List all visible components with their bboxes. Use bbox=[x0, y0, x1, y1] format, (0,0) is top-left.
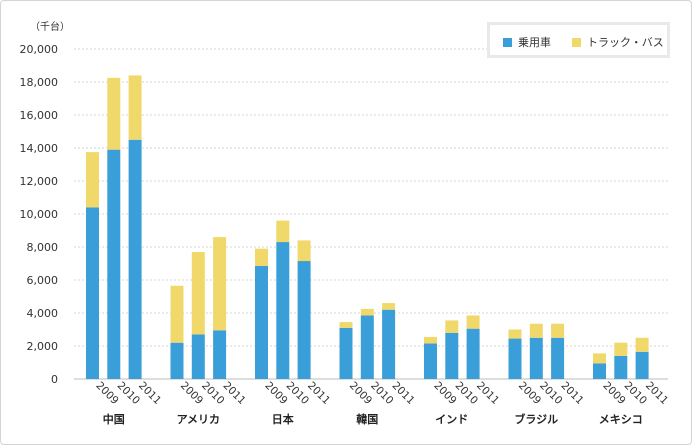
x-country-label: メキシコ bbox=[599, 413, 643, 426]
x-year-label: 2010 bbox=[622, 380, 649, 407]
y-tick-label: 2,000 bbox=[27, 340, 59, 353]
x-year-label: 2011 bbox=[220, 380, 247, 407]
bar-passenger bbox=[508, 338, 522, 379]
legend-item-passenger: 乗用車 bbox=[503, 34, 551, 50]
x-country-label: 韓国 bbox=[356, 412, 378, 426]
y-tick-label: 20,000 bbox=[20, 43, 59, 56]
x-country-label: 日本 bbox=[272, 412, 294, 426]
x-country-label: インド bbox=[435, 413, 468, 426]
bar-truck-bus bbox=[360, 308, 374, 316]
x-year-label: 2009 bbox=[93, 380, 120, 407]
bar-passenger bbox=[276, 242, 290, 379]
y-tick-label: 0 bbox=[51, 373, 58, 386]
y-axis-ticks: 0 2,000 4,000 6,000 8,000 10,000 12,000 14,000 1… bbox=[20, 43, 59, 386]
x-year-label: 2011 bbox=[389, 380, 416, 407]
y-tick-label: 14,000 bbox=[20, 142, 59, 155]
legend-label-truck-bus: トラック・バス bbox=[587, 36, 664, 49]
bar-passenger bbox=[297, 261, 311, 379]
bar-passenger bbox=[466, 328, 480, 379]
x-country-label: アメリカ bbox=[177, 413, 220, 426]
legend-item-truck-bus: トラック・バス bbox=[572, 34, 664, 50]
x-year-label: 2009 bbox=[516, 380, 543, 407]
bar-truck-bus bbox=[593, 353, 606, 364]
x-year-label: 2009 bbox=[600, 380, 627, 407]
x-axis-labels: 200920102011中国200920102011アメリカ2009201020… bbox=[93, 380, 670, 426]
bar-truck-bus bbox=[445, 320, 459, 333]
bar-passenger bbox=[213, 330, 227, 379]
bar-passenger bbox=[635, 351, 649, 379]
bars bbox=[86, 75, 649, 379]
bar-passenger bbox=[551, 337, 565, 379]
x-year-label: 2010 bbox=[284, 380, 311, 407]
bar-truck-bus bbox=[191, 251, 205, 335]
y-tick-label: 8,000 bbox=[27, 241, 59, 254]
bar-truck-bus bbox=[170, 285, 184, 343]
bar-truck-bus bbox=[614, 342, 628, 356]
legend-swatch-passenger bbox=[503, 37, 512, 47]
x-year-label: 2010 bbox=[368, 380, 395, 407]
x-country-label: ブラジル bbox=[514, 412, 558, 426]
x-country-label: 中国 bbox=[103, 412, 125, 426]
bar-passenger bbox=[128, 139, 142, 379]
x-year-label: 2011 bbox=[558, 380, 585, 407]
bar-truck-bus bbox=[466, 315, 480, 329]
y-tick-label: 4,000 bbox=[27, 307, 59, 320]
y-unit-label: （千台） bbox=[30, 20, 70, 33]
y-tick-label: 18,000 bbox=[20, 76, 59, 89]
x-year-label: 2011 bbox=[474, 380, 501, 407]
legend-label-passenger: 乗用車 bbox=[518, 36, 551, 49]
bar-truck-bus bbox=[529, 323, 543, 338]
y-tick-label: 6,000 bbox=[27, 274, 59, 287]
bar-passenger bbox=[382, 309, 396, 379]
x-year-label: 2010 bbox=[537, 380, 564, 407]
bar-passenger bbox=[445, 332, 459, 379]
bar-passenger bbox=[424, 343, 437, 379]
bar-truck-bus bbox=[213, 237, 227, 331]
bar-truck-bus bbox=[551, 323, 565, 338]
bar-truck-bus bbox=[297, 240, 311, 262]
bar-truck-bus bbox=[635, 337, 649, 352]
x-year-label: 2010 bbox=[453, 380, 480, 407]
bar-truck-bus bbox=[382, 303, 396, 310]
bar-passenger bbox=[86, 207, 99, 379]
x-year-label: 2009 bbox=[262, 380, 289, 407]
bar-passenger bbox=[255, 265, 268, 379]
x-year-label: 2009 bbox=[431, 380, 458, 407]
bar-passenger bbox=[529, 337, 543, 379]
bar-passenger bbox=[191, 334, 205, 379]
x-year-label: 2011 bbox=[305, 380, 332, 407]
x-year-label: 2009 bbox=[178, 380, 205, 407]
bar-passenger bbox=[614, 355, 628, 379]
bar-truck-bus bbox=[339, 322, 353, 328]
y-tick-label: 16,000 bbox=[20, 109, 59, 122]
bar-passenger bbox=[107, 149, 121, 379]
bar-truck-bus bbox=[508, 329, 522, 339]
x-year-label: 2010 bbox=[115, 380, 142, 407]
x-year-label: 2011 bbox=[136, 380, 163, 407]
y-tick-label: 10,000 bbox=[20, 208, 59, 221]
x-year-label: 2009 bbox=[347, 380, 374, 407]
bar-truck-bus bbox=[424, 336, 437, 344]
legend: 乗用車 トラック・バス bbox=[487, 22, 670, 58]
bar-truck-bus bbox=[107, 77, 121, 150]
bar-truck-bus bbox=[276, 220, 290, 243]
bar-passenger bbox=[593, 363, 606, 379]
bar-passenger bbox=[339, 327, 353, 379]
bar-passenger bbox=[170, 342, 184, 379]
y-tick-label: 12,000 bbox=[20, 175, 59, 188]
bar-truck-bus bbox=[128, 75, 142, 140]
bar-truck-bus bbox=[86, 152, 99, 208]
x-year-label: 2010 bbox=[199, 380, 226, 407]
bar-passenger bbox=[360, 315, 374, 379]
bar-truck-bus bbox=[255, 248, 268, 266]
legend-swatch-truck-bus bbox=[572, 37, 581, 47]
x-year-label: 2011 bbox=[643, 380, 670, 407]
